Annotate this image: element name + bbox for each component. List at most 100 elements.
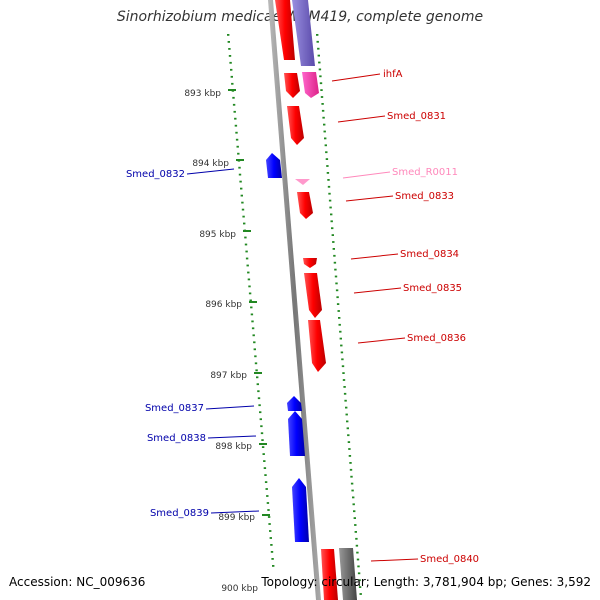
ruler-dot: [243, 222, 246, 225]
ruler-dot: [316, 34, 319, 36]
gene-arrow-forward[interactable]: [308, 320, 326, 372]
gene-arrow-forward[interactable]: [321, 549, 338, 600]
ruler-dot: [348, 448, 351, 450]
ruler-dot: [329, 206, 332, 209]
ruler-dot: [261, 439, 264, 441]
ruler-dot: [342, 379, 346, 381]
ruler-dot: [270, 551, 274, 553]
gene-label-smed-r0011[interactable]: Smed_R0011: [392, 167, 458, 178]
ruler-dot: [266, 495, 269, 497]
ruler-dot: [339, 337, 342, 340]
ruler-dot: [263, 460, 266, 462]
ruler-dot: [324, 137, 327, 140]
major-ticks: [228, 89, 270, 516]
ruler-dot: [324, 144, 327, 147]
ruler-dot: [238, 173, 242, 176]
ruler-dot: [256, 376, 259, 379]
ruler-dot: [343, 386, 346, 388]
ruler-dot: [330, 220, 333, 223]
ruler-dot: [330, 213, 333, 216]
gene-arrow-other[interactable]: [292, 0, 315, 66]
tick-label: 900 kbp: [221, 584, 258, 594]
ruler-dot: [354, 524, 357, 526]
gene-label-smed-0840[interactable]: Smed_0840: [420, 554, 479, 565]
tick-label: 898 kbp: [215, 442, 252, 452]
ruler-dot: [234, 117, 237, 120]
ruler-dot: [317, 54, 320, 57]
gene-arrow-forward[interactable]: [297, 192, 313, 219]
gene-arrow-forward[interactable]: [284, 73, 300, 98]
ruler-dot: [235, 131, 238, 134]
ruler-dot: [232, 96, 235, 99]
gene-arrow-other[interactable]: [339, 548, 357, 600]
gene-arrow-other[interactable]: [302, 72, 319, 98]
ruler-dot: [352, 503, 355, 506]
ruler-dot: [323, 130, 326, 133]
ruler-dot: [266, 502, 270, 504]
ruler-dot: [270, 544, 273, 546]
ruler-dot: [344, 399, 347, 402]
ruler-dot: [236, 145, 239, 148]
tick-label: 896 kbp: [205, 300, 242, 310]
ruler-dot: [264, 481, 268, 483]
ruler-dot: [341, 365, 345, 368]
gene-label-smed-0836[interactable]: Smed_0836: [407, 333, 466, 344]
ruler-dot: [247, 278, 251, 281]
gene-arrow-forward[interactable]: [304, 273, 322, 318]
ruler-dot: [246, 264, 249, 267]
ruler-dot: [248, 285, 251, 288]
gene-arrow-reverse[interactable]: [288, 411, 305, 456]
gene-arrow-forward[interactable]: [287, 106, 304, 145]
ruler-dot: [257, 397, 261, 400]
ruler-dot: [240, 187, 243, 190]
accession-label: Accession: NC_009636: [9, 575, 146, 589]
ruler-dot: [326, 165, 329, 167]
tick-label: 893 kbp: [184, 89, 221, 99]
ruler-dot: [258, 404, 261, 407]
ruler-dot: [269, 530, 272, 532]
tick-label: 894 kbp: [192, 159, 229, 169]
ruler-dot: [325, 151, 328, 154]
ruler-dot: [335, 282, 338, 285]
ruler-dot: [272, 565, 275, 567]
ruler-dot: [340, 344, 343, 347]
ruler-dot: [321, 103, 324, 105]
ruler-dot: [232, 103, 236, 106]
ruler-dot: [227, 34, 230, 36]
gene-label-smed-0837[interactable]: Smed_0837: [145, 403, 204, 414]
ruler-dot: [244, 236, 247, 239]
gene-label-smed-0838[interactable]: Smed_0838: [147, 433, 206, 444]
gene-label-smed-0833[interactable]: Smed_0833: [395, 191, 454, 202]
gene-arrow-forward[interactable]: [303, 258, 317, 268]
gene-arrow-reverse[interactable]: [287, 396, 302, 411]
ruler-dot: [332, 248, 335, 250]
ruler-dot: [327, 179, 330, 181]
ruler-dot: [251, 327, 255, 330]
ruler-dot: [353, 517, 356, 519]
gene-arrow-reverse[interactable]: [266, 153, 282, 178]
gene-label-smed-0839[interactable]: Smed_0839: [150, 508, 209, 519]
ruler-dot: [257, 390, 260, 393]
ruler-dot: [228, 55, 232, 57]
gene-arrow-reverse[interactable]: [292, 478, 309, 542]
ruler-dot: [230, 68, 233, 71]
gene-label-smed-0835[interactable]: Smed_0835: [403, 283, 462, 294]
gene-arrow-forward[interactable]: [275, 0, 295, 60]
ruler-dot: [357, 572, 361, 575]
ruler-dot: [317, 47, 320, 50]
gene-arrow-rna[interactable]: [295, 179, 310, 185]
ruler-dot: [237, 152, 240, 155]
ruler-dot: [323, 123, 326, 126]
gene-features: [266, 0, 357, 600]
ruler-dot: [331, 234, 334, 236]
tick-label: 899 kbp: [218, 513, 255, 523]
gene-label-smed-0834[interactable]: Smed_0834: [400, 249, 459, 260]
ruler-dot: [260, 425, 263, 428]
ruler-dot: [347, 434, 350, 437]
gene-label-smed-0832[interactable]: Smed_0832: [126, 169, 185, 180]
gene-label-smed-0831[interactable]: Smed_0831: [387, 111, 446, 122]
ruler-dot: [267, 509, 270, 511]
gene-label-ihfA[interactable]: ihfA: [383, 69, 403, 80]
ruler-dot: [267, 516, 271, 518]
